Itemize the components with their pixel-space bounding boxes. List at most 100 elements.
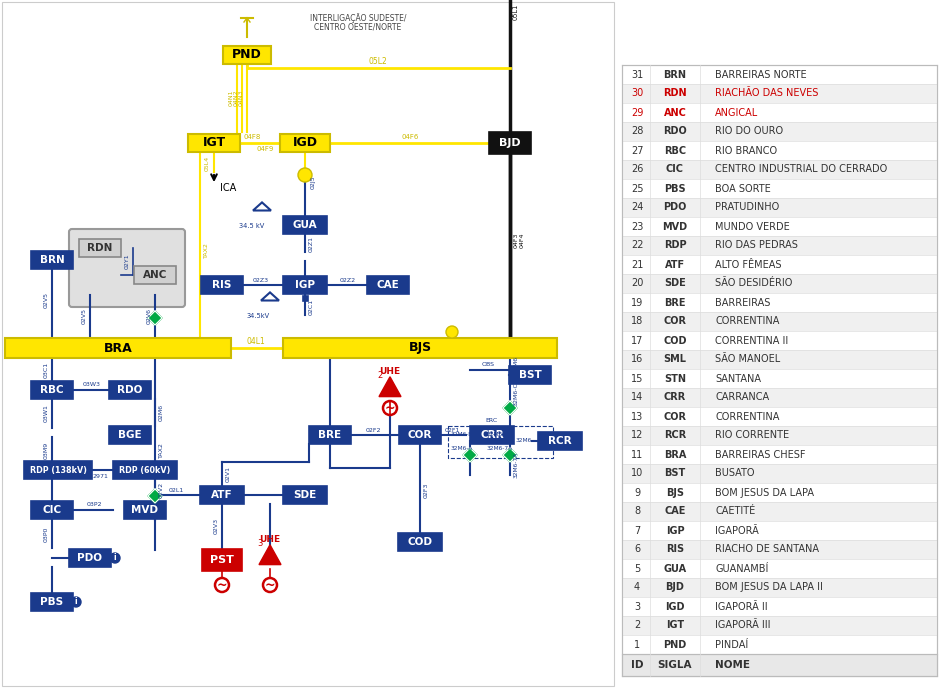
Text: CAE: CAE: [665, 506, 685, 517]
Text: 02V1: 02V1: [226, 466, 230, 482]
FancyBboxPatch shape: [283, 276, 327, 294]
Text: 04N2: 04N2: [233, 89, 239, 107]
FancyBboxPatch shape: [109, 426, 151, 444]
Text: 16: 16: [631, 354, 643, 365]
FancyBboxPatch shape: [622, 65, 937, 676]
FancyBboxPatch shape: [5, 338, 231, 358]
Text: INTERLIGAÇÃO SUDESTE/: INTERLIGAÇÃO SUDESTE/: [310, 13, 406, 23]
Text: COR: COR: [664, 316, 686, 327]
Text: MVD: MVD: [663, 222, 687, 231]
FancyBboxPatch shape: [622, 198, 937, 217]
Text: 2: 2: [378, 371, 383, 380]
Text: CRR: CRR: [664, 392, 686, 402]
FancyBboxPatch shape: [283, 216, 327, 234]
Polygon shape: [379, 377, 401, 396]
FancyBboxPatch shape: [109, 381, 151, 399]
Text: RDP: RDP: [664, 241, 686, 250]
Text: COD: COD: [664, 336, 687, 345]
Text: SDE: SDE: [293, 490, 317, 500]
Text: 19: 19: [631, 297, 643, 308]
Text: ERC: ERC: [486, 418, 498, 422]
Text: ~: ~: [384, 402, 396, 414]
Text: CARRANCA: CARRANCA: [715, 392, 769, 402]
Text: RDO: RDO: [663, 127, 687, 136]
Text: PINDAÍ: PINDAÍ: [715, 640, 748, 649]
Text: 32M6-7A: 32M6-7A: [513, 452, 519, 478]
Text: RBC: RBC: [664, 145, 686, 155]
FancyBboxPatch shape: [622, 502, 937, 521]
Text: BGE: BGE: [118, 430, 142, 440]
Text: IGT: IGT: [666, 621, 684, 630]
Text: 05L4: 05L4: [205, 155, 210, 171]
Text: CORRENTINA: CORRENTINA: [715, 316, 779, 327]
Text: 02Y1: 02Y1: [124, 253, 130, 269]
FancyBboxPatch shape: [622, 312, 937, 331]
FancyBboxPatch shape: [223, 46, 271, 64]
Text: 04F6: 04F6: [401, 134, 418, 140]
Text: 32M6-C: 32M6-C: [513, 382, 519, 406]
Text: 31: 31: [631, 69, 643, 80]
Text: IGD: IGD: [666, 601, 684, 612]
Text: RIO BRANCO: RIO BRANCO: [715, 145, 777, 155]
Polygon shape: [463, 448, 477, 462]
Text: RDO: RDO: [118, 385, 143, 395]
Text: 03M9: 03M9: [43, 442, 49, 459]
Text: ANC: ANC: [664, 107, 686, 118]
Text: RDN: RDN: [87, 243, 113, 253]
Text: 9: 9: [634, 488, 640, 497]
Text: 27: 27: [631, 145, 643, 155]
Text: BARREIRAS CHESF: BARREIRAS CHESF: [715, 449, 806, 460]
Polygon shape: [503, 448, 517, 462]
FancyBboxPatch shape: [622, 540, 937, 559]
Text: 17: 17: [631, 336, 643, 345]
Text: 8: 8: [634, 506, 640, 517]
Text: 02V5: 02V5: [82, 308, 86, 324]
Text: BOM JESUS DA LAPA: BOM JESUS DA LAPA: [715, 488, 814, 497]
Text: PST: PST: [210, 555, 234, 565]
FancyBboxPatch shape: [622, 122, 937, 141]
Text: GUANAMBÍ: GUANAMBÍ: [715, 563, 768, 574]
Text: BRN: BRN: [39, 255, 64, 265]
Text: NOME: NOME: [715, 660, 750, 670]
Text: 02J5: 02J5: [310, 175, 316, 189]
Text: i: i: [114, 554, 117, 563]
Text: BOM JESUS DA LAPA II: BOM JESUS DA LAPA II: [715, 583, 822, 592]
Text: SÃO MANOEL: SÃO MANOEL: [715, 354, 780, 365]
Text: 32M6-A: 32M6-A: [451, 446, 473, 451]
Text: ~: ~: [217, 579, 227, 592]
Text: 34.5 kV: 34.5 kV: [240, 223, 265, 229]
FancyBboxPatch shape: [201, 276, 243, 294]
Text: CORRENTINA: CORRENTINA: [715, 411, 779, 422]
Text: 02Z1: 02Z1: [308, 236, 314, 252]
Text: 3: 3: [634, 601, 640, 612]
Text: 02V3: 02V3: [213, 518, 218, 534]
Text: RIO DAS PEDRAS: RIO DAS PEDRAS: [715, 241, 798, 250]
Text: 32M6: 32M6: [516, 438, 532, 444]
Text: ~: ~: [265, 579, 275, 592]
FancyBboxPatch shape: [538, 432, 582, 450]
Text: RDP (60kV): RDP (60kV): [119, 466, 171, 475]
Text: BRE: BRE: [665, 297, 686, 308]
Text: 02F2: 02F2: [366, 427, 381, 433]
Text: 24: 24: [631, 202, 643, 213]
Text: 32M6-7B: 32M6-7B: [487, 431, 513, 436]
Text: PDO: PDO: [77, 553, 102, 563]
Text: 7: 7: [634, 526, 640, 535]
Text: BRE: BRE: [319, 430, 341, 440]
FancyBboxPatch shape: [367, 276, 409, 294]
FancyBboxPatch shape: [398, 533, 442, 551]
Text: RIACHÃO DAS NEVES: RIACHÃO DAS NEVES: [715, 89, 819, 98]
Text: 02V2: 02V2: [159, 482, 164, 498]
Text: BST: BST: [665, 469, 685, 478]
Text: IGP: IGP: [666, 526, 684, 535]
Text: 02V6: 02V6: [147, 308, 151, 324]
Text: RIS: RIS: [212, 280, 231, 290]
FancyBboxPatch shape: [622, 616, 937, 635]
Text: CIC: CIC: [42, 505, 61, 515]
Text: IGT: IGT: [202, 136, 226, 149]
Text: PND: PND: [232, 48, 262, 61]
Text: 18: 18: [631, 316, 643, 327]
FancyBboxPatch shape: [69, 229, 185, 307]
Text: 28: 28: [631, 127, 643, 136]
Text: UHE: UHE: [380, 367, 400, 376]
